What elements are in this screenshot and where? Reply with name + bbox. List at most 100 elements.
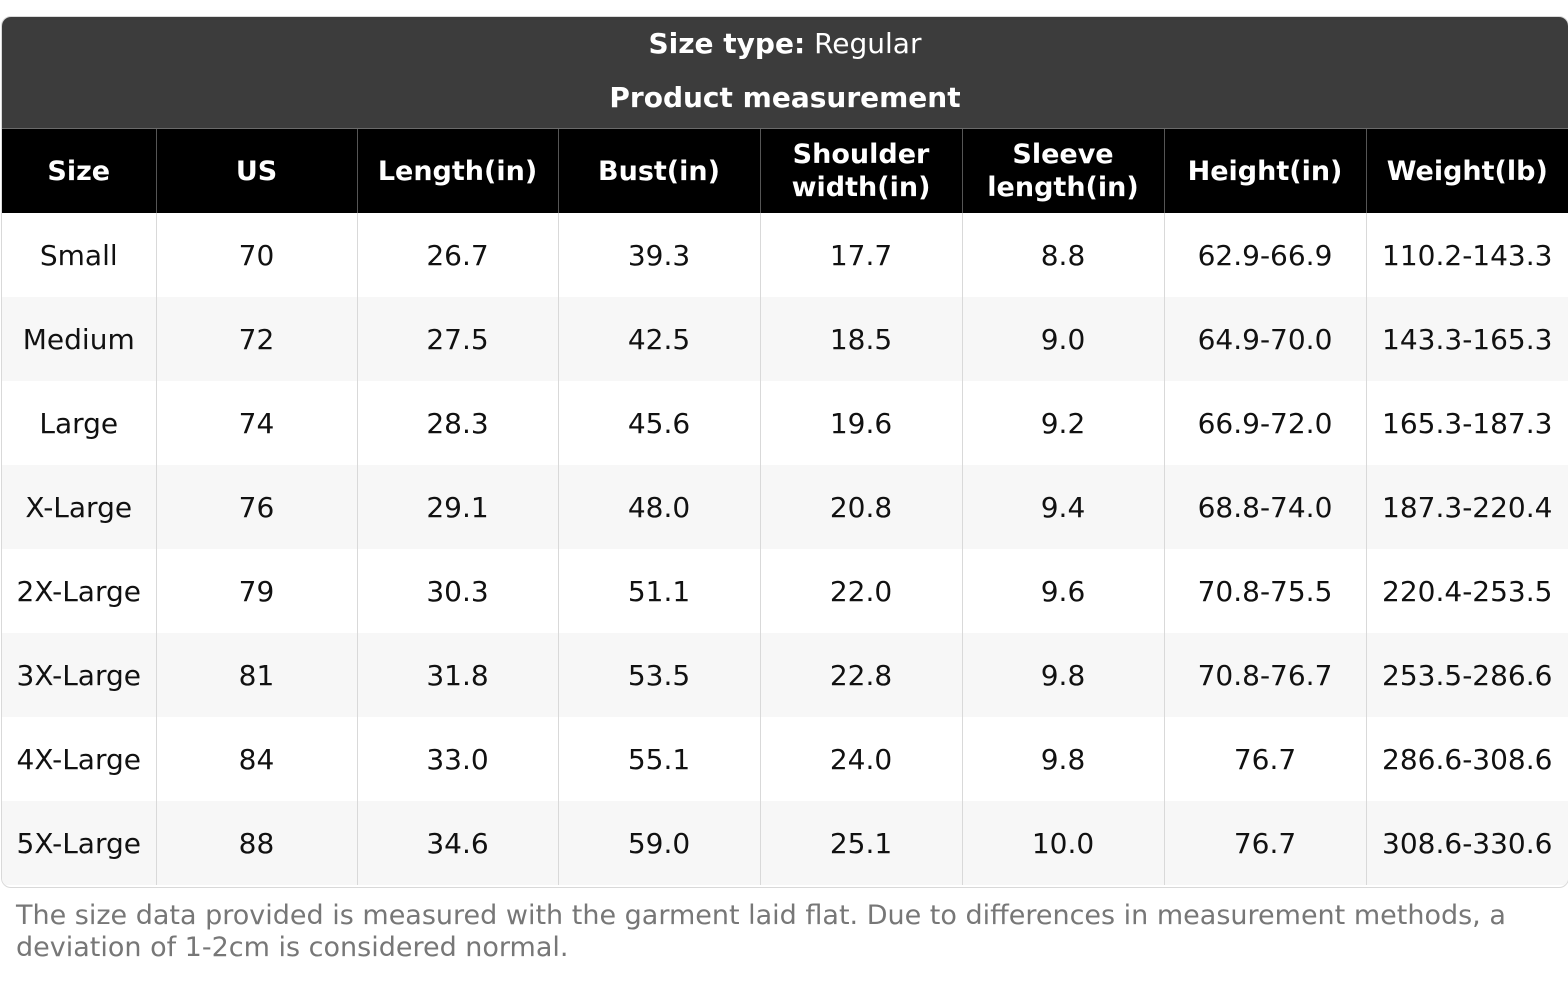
size-type-value: Regular bbox=[814, 27, 922, 60]
column-header-height: Height(in) bbox=[1163, 129, 1366, 213]
cell-bust: 51.1 bbox=[557, 549, 760, 633]
cell-sleeve-length: 9.8 bbox=[961, 717, 1164, 801]
cell-length: 27.5 bbox=[356, 297, 558, 381]
table-row: 4X-Large 84 33.0 55.1 24.0 9.8 76.7 286.6-308.6 bbox=[2, 717, 1568, 801]
cell-size: 4X-Large bbox=[16, 742, 141, 776]
cell-length: 30.3 bbox=[356, 549, 558, 633]
cell-height: 68.8-74.0 bbox=[1163, 465, 1366, 549]
column-header-line: Bust(in) bbox=[598, 155, 720, 187]
measurement-footnote: The size data provided is measured with … bbox=[16, 900, 1506, 963]
header-row: Size US Length(in) Bust(in) Shoulder width(in… bbox=[2, 129, 1568, 213]
column-header-sleeve-length: Sleeve length(in) bbox=[961, 129, 1164, 213]
cell-weight: 308.6-330.6 bbox=[1365, 801, 1568, 885]
cell-length: 29.1 bbox=[356, 465, 558, 549]
cell-bust: 53.5 bbox=[557, 633, 760, 717]
table-row: Large 74 28.3 45.6 19.6 9.2 66.9-72.0 165.3-187… bbox=[2, 381, 1568, 465]
cell-weight: 143.3-165.3 bbox=[1365, 297, 1568, 381]
cell-length: 33.0 bbox=[356, 717, 558, 801]
cell-shoulder-width: 17.7 bbox=[759, 213, 962, 297]
size-table: Size US Length(in) Bust(in) Shoulder width(in… bbox=[2, 129, 1568, 885]
cell-sleeve-length: 9.2 bbox=[961, 381, 1164, 465]
cell-weight: 110.2-143.3 bbox=[1365, 213, 1568, 297]
cell-height: 64.9-70.0 bbox=[1163, 297, 1366, 381]
cell-us: 72 bbox=[155, 297, 357, 381]
size-chart-banner: Size type: Regular Product measurement bbox=[2, 17, 1568, 129]
column-header-shoulder-width: Shoulder width(in) bbox=[759, 129, 962, 213]
cell-shoulder-width: 22.8 bbox=[759, 633, 962, 717]
column-header-line: width(in) bbox=[791, 172, 931, 203]
size-table-header: Size US Length(in) Bust(in) Shoulder width(in… bbox=[2, 129, 1568, 213]
table-row: Medium 72 27.5 42.5 18.5 9.0 64.9-70.0 143.3-16… bbox=[2, 297, 1568, 381]
size-chart-title: Product measurement bbox=[609, 81, 961, 114]
cell-height: 76.7 bbox=[1163, 717, 1366, 801]
cell-sleeve-length: 9.4 bbox=[961, 465, 1164, 549]
size-table-body: Small 70 26.7 39.3 17.7 8.8 62.9-66.9 110.2-143… bbox=[2, 213, 1568, 885]
column-header-line: Shoulder bbox=[792, 139, 930, 170]
cell-size: 3X-Large bbox=[2, 633, 156, 717]
cell-height: 70.8-76.7 bbox=[1163, 633, 1366, 717]
table-row: 2X-Large 79 30.3 51.1 22.0 9.6 70.8-75.5 220.4-… bbox=[2, 549, 1568, 633]
cell-weight: 253.5-286.6 bbox=[1365, 633, 1568, 717]
cell-sleeve-length: 8.8 bbox=[961, 213, 1164, 297]
cell-us: 84 bbox=[155, 717, 357, 801]
cell-us: 76 bbox=[155, 465, 357, 549]
size-type-label: Size type: bbox=[648, 27, 806, 60]
cell-bust: 42.5 bbox=[557, 297, 760, 381]
column-header-length: Length(in) bbox=[356, 129, 558, 213]
cell-size: Medium bbox=[2, 297, 156, 381]
cell-bust: 39.3 bbox=[557, 213, 760, 297]
table-row: X-Large 76 29.1 48.0 20.8 9.4 68.8-74.0 187.3-2… bbox=[2, 465, 1568, 549]
cell-height: 62.9-66.9 bbox=[1163, 213, 1366, 297]
cell-height: 76.7 bbox=[1163, 801, 1366, 885]
cell-sleeve-length: 9.0 bbox=[961, 297, 1164, 381]
column-header-bust: Bust(in) bbox=[557, 129, 760, 213]
column-header-weight: Weight(lb) bbox=[1365, 129, 1568, 213]
column-header-line: Sleeve bbox=[1012, 139, 1114, 170]
cell-sleeve-length: 9.8 bbox=[961, 633, 1164, 717]
cell-length: 34.6 bbox=[356, 801, 558, 885]
cell-shoulder-width: 24.0 bbox=[759, 717, 962, 801]
cell-shoulder-width: 20.8 bbox=[759, 465, 962, 549]
cell-size: Small bbox=[39, 238, 118, 272]
cell-size: Large bbox=[39, 406, 119, 440]
cell-us: 88 bbox=[155, 801, 357, 885]
cell-shoulder-width: 18.5 bbox=[759, 297, 962, 381]
cell-us: 74 bbox=[155, 381, 357, 465]
cell-weight: 286.6-308.6 bbox=[1365, 717, 1568, 801]
cell-us: 79 bbox=[155, 549, 357, 633]
cell-length: 26.7 bbox=[356, 213, 558, 297]
cell-length: 31.8 bbox=[356, 633, 558, 717]
cell-shoulder-width: 19.6 bbox=[759, 381, 962, 465]
table-row: 3X-Large 81 31.8 53.5 22.8 9.8 70.8-76.7 253.5-… bbox=[2, 633, 1568, 717]
cell-sleeve-length: 9.6 bbox=[961, 549, 1164, 633]
cell-bust: 55.1 bbox=[557, 717, 760, 801]
cell-shoulder-width: 25.1 bbox=[759, 801, 962, 885]
cell-size: 2X-Large bbox=[16, 574, 141, 608]
size-type-line: Size type: Regular bbox=[2, 17, 1568, 71]
cell-size: 5X-Large bbox=[2, 801, 156, 885]
cell-bust: 45.6 bbox=[557, 381, 760, 465]
table-row: Small 70 26.7 39.3 17.7 8.8 62.9-66.9 110.2-143… bbox=[2, 213, 1568, 297]
cell-us: 81 bbox=[155, 633, 357, 717]
cell-bust: 48.0 bbox=[557, 465, 760, 549]
cell-height: 70.8-75.5 bbox=[1163, 549, 1366, 633]
cell-us: 70 bbox=[155, 213, 357, 297]
column-header-line: length(in) bbox=[987, 172, 1139, 203]
column-header-line: Length(in) bbox=[377, 155, 538, 187]
size-chart-card: Size type: Regular Product measurement S… bbox=[1, 16, 1568, 888]
cell-height: 66.9-72.0 bbox=[1163, 381, 1366, 465]
cell-sleeve-length: 10.0 bbox=[961, 801, 1164, 885]
column-header-line: US bbox=[235, 155, 278, 187]
cell-shoulder-width: 22.0 bbox=[759, 549, 962, 633]
cell-length: 28.3 bbox=[356, 381, 558, 465]
column-header-line: Weight(lb) bbox=[1386, 155, 1548, 187]
column-header-size: Size bbox=[2, 129, 156, 213]
column-header-line: Height(in) bbox=[1187, 155, 1343, 187]
cell-weight: 187.3-220.4 bbox=[1365, 465, 1568, 549]
cell-weight: 220.4-253.5 bbox=[1365, 549, 1568, 633]
cell-size: X-Large bbox=[2, 465, 156, 549]
column-header-line: Size bbox=[47, 155, 111, 187]
cell-weight: 165.3-187.3 bbox=[1365, 381, 1568, 465]
column-header-us: US bbox=[155, 129, 357, 213]
cell-bust: 59.0 bbox=[557, 801, 760, 885]
